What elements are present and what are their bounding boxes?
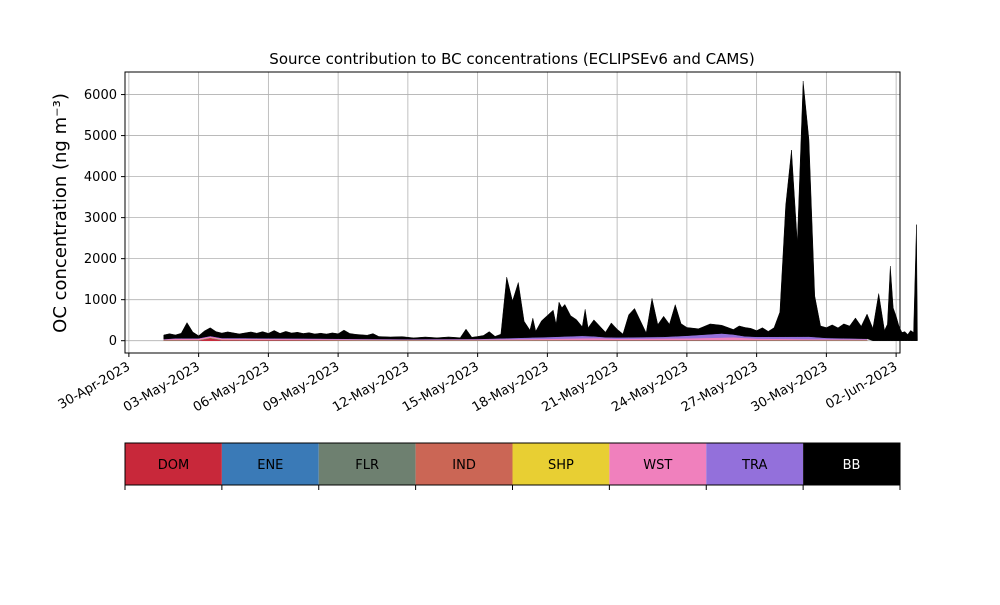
x-tick-label-3: 09-May-2023 xyxy=(260,359,342,415)
x-tick-label-1: 03-May-2023 xyxy=(121,359,203,415)
plot-area xyxy=(163,81,918,341)
legend-label-dom: DOM xyxy=(158,458,189,473)
y-tick-label-3: 3000 xyxy=(84,211,117,226)
legend-label-shp: SHP xyxy=(548,458,574,473)
y-axis-label: OC concentration (ng m⁻³) xyxy=(50,93,71,333)
y-axis: 0 1000 2000 3000 4000 5000 6000 xyxy=(84,88,125,349)
legend-label-flr: FLR xyxy=(355,458,379,473)
x-tick-label-8: 24-May-2023 xyxy=(609,359,691,415)
x-tick-label-2: 06-May-2023 xyxy=(191,359,273,415)
x-tick-label-4: 12-May-2023 xyxy=(330,359,412,415)
legend-label-bb: BB xyxy=(843,458,861,473)
x-tick-label-11: 02-Jun-2023 xyxy=(823,359,900,412)
x-tick-label-6: 18-May-2023 xyxy=(470,359,552,415)
legend-swatch-flr xyxy=(318,443,416,485)
legend-swatch-dom xyxy=(125,443,222,485)
y-tick-label-0: 0 xyxy=(109,334,117,349)
chart-title: Source contribution to BC concentrations… xyxy=(269,50,754,68)
legend-swatch-tra xyxy=(706,443,804,485)
area-series-bb xyxy=(163,81,918,341)
x-axis: 30-Apr-202303-May-202306-May-202309-May-… xyxy=(56,353,900,415)
y-tick-label-6: 6000 xyxy=(84,88,117,103)
legend: DOM ENE FLR IND SHP WST TRA BB xyxy=(124,442,901,490)
legend-swatch-ene xyxy=(221,443,319,485)
legend-swatch-ind xyxy=(415,443,513,485)
y-tick-label-1: 1000 xyxy=(84,293,117,308)
x-tick-label-7: 21-May-2023 xyxy=(539,359,621,415)
plot-frame xyxy=(124,71,901,354)
legend-swatch-shp xyxy=(512,443,610,485)
legend-label-tra: TRA xyxy=(741,458,767,473)
legend-swatch-wst xyxy=(609,443,707,485)
y-tick-label-2: 2000 xyxy=(84,252,117,267)
legend-label-wst: WST xyxy=(643,458,672,473)
x-tick-label-9: 27-May-2023 xyxy=(679,359,761,415)
legend-label-ind: IND xyxy=(452,458,476,473)
x-tick-label-10: 30-May-2023 xyxy=(749,359,831,415)
y-tick-label-5: 5000 xyxy=(84,129,117,144)
legend-swatch-bb xyxy=(803,443,900,485)
y-tick-label-4: 4000 xyxy=(84,170,117,185)
legend-label-ene: ENE xyxy=(257,458,283,473)
x-tick-label-5: 15-May-2023 xyxy=(400,359,482,415)
